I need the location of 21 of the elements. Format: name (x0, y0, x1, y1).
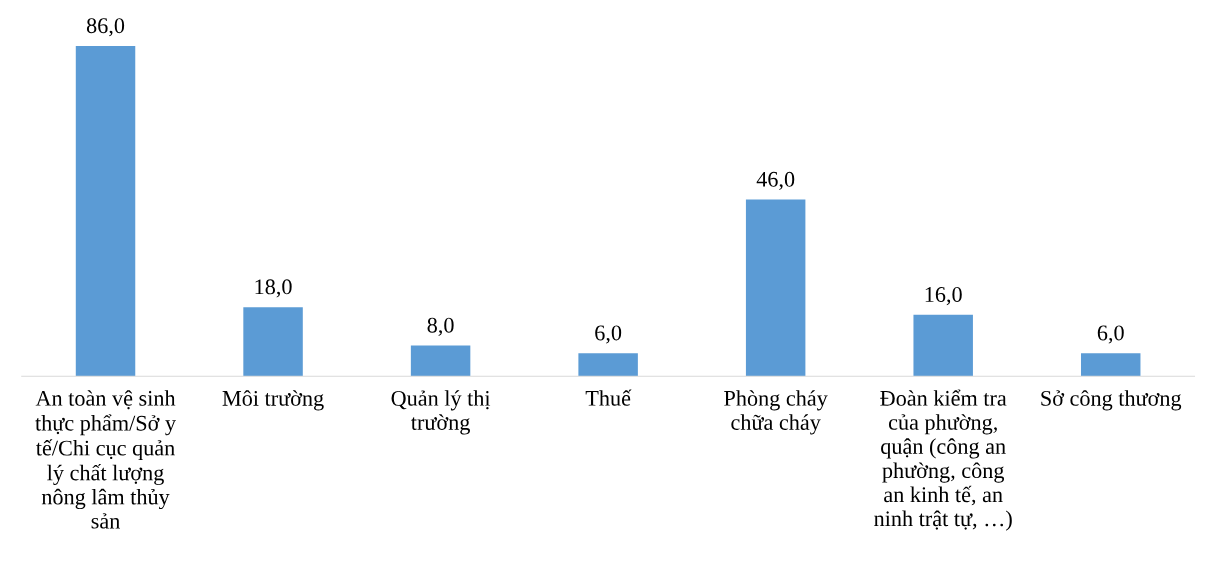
data-label: 6,0 (595, 325, 622, 344)
x-tick-label: Đoàn kiểm tra của phường, quận (công an phường, công an kinh tế, an ninh trật tự, …) (874, 389, 1012, 531)
x-tick-label: Môi trường (222, 390, 324, 411)
data-label: 16,0 (925, 286, 962, 306)
x-tick-label: An toàn vệ sinh thực phẩm/Sở y tế/Chi cục quản lý chất lượng nông lâm thủy sản (35, 390, 176, 529)
bar (745, 199, 806, 377)
bar (410, 345, 471, 377)
bar (913, 314, 973, 377)
data-label: 46,0 (756, 171, 795, 190)
x-tick-label: Thuế (585, 389, 632, 406)
data-label: 8,0 (427, 317, 454, 336)
bar (75, 45, 136, 377)
data-label: 86,0 (86, 18, 125, 37)
bar (578, 353, 638, 377)
x-tick-label: Phòng cháy chữa cháy (724, 390, 828, 435)
x-tick-label: Sở công thương (1041, 390, 1182, 411)
data-label: 6,0 (1097, 325, 1124, 344)
bar (243, 307, 303, 377)
x-tick-label: Quản lý thị trường (391, 390, 491, 435)
data-label: 18,0 (255, 279, 292, 298)
bar (1080, 353, 1141, 377)
